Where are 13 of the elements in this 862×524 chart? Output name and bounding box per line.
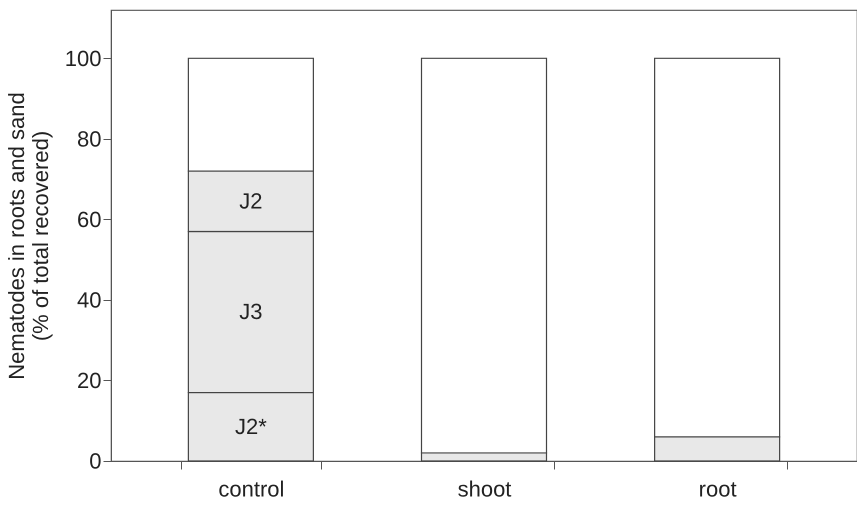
y-tick-label: 0 bbox=[89, 448, 102, 474]
y-tick-label: 20 bbox=[77, 368, 102, 393]
y-tick-label: 80 bbox=[77, 126, 102, 152]
x-tick-label: root bbox=[698, 476, 737, 502]
series-label: J3 bbox=[239, 299, 262, 324]
y-axis-title: Nematodes in roots and sand (% of total recovered) bbox=[4, 92, 53, 380]
series-label: J2* bbox=[234, 414, 268, 439]
y-tick-label: 40 bbox=[77, 287, 102, 312]
y-tick-label: 60 bbox=[77, 206, 102, 232]
series-label: J2 bbox=[239, 188, 262, 214]
x-tick-label: control bbox=[218, 476, 284, 502]
x-tick-label: shoot bbox=[458, 476, 512, 502]
y-tick-label: 100 bbox=[64, 46, 102, 71]
